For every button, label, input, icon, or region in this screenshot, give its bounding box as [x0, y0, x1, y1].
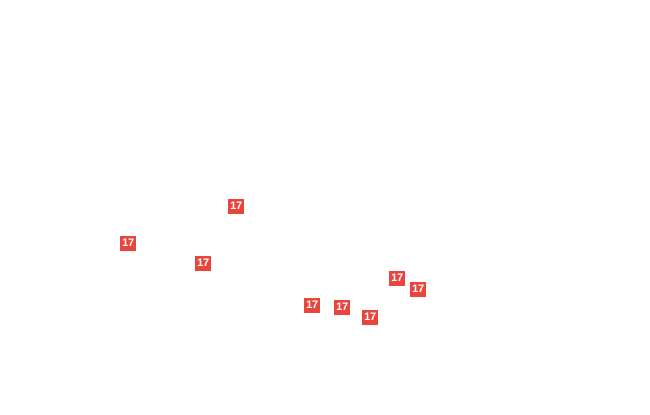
route-shield[interactable]: 17	[304, 298, 320, 313]
route-shield[interactable]: 17	[120, 236, 136, 251]
route-shield[interactable]: 17	[334, 300, 350, 315]
route-shield[interactable]: 17	[389, 271, 405, 286]
route-shield[interactable]: 17	[362, 310, 378, 325]
route-shield[interactable]: 17	[195, 256, 211, 271]
route-shield[interactable]: 17	[228, 199, 244, 214]
route-shield[interactable]: 17	[410, 282, 426, 297]
